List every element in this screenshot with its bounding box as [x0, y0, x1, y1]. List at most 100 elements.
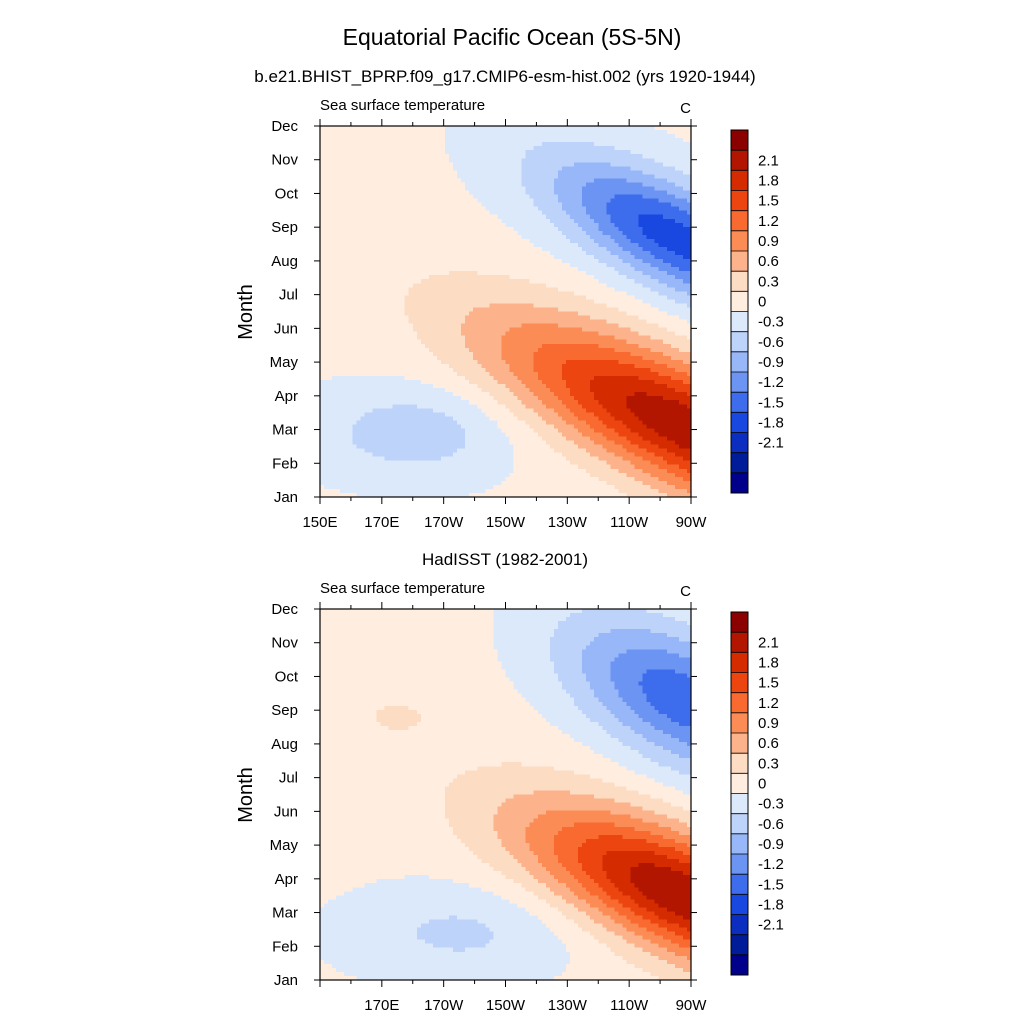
- heatmap-cell: [514, 396, 519, 401]
- heatmap-cell: [477, 400, 482, 405]
- heatmap-cell: [356, 489, 361, 494]
- heatmap-cell: [324, 412, 329, 417]
- heatmap-cell: [380, 130, 385, 135]
- heatmap-cell: [332, 247, 337, 252]
- heatmap-cell: [497, 174, 502, 179]
- heatmap-cell: [352, 259, 357, 264]
- heatmap-cell: [485, 400, 490, 405]
- heatmap-cell: [405, 182, 410, 187]
- heatmap-cell: [518, 477, 523, 482]
- heatmap-cell: [530, 279, 535, 284]
- heatmap-cell: [481, 299, 486, 304]
- heatmap-cell: [449, 473, 454, 478]
- heatmap-cell: [485, 461, 490, 466]
- heatmap-cell: [449, 291, 454, 296]
- heatmap-cell: [324, 437, 329, 442]
- heatmap-cell: [332, 312, 337, 317]
- heatmap-cell: [522, 473, 527, 478]
- heatmap-cell: [352, 142, 357, 147]
- heatmap-cell: [485, 291, 490, 296]
- heatmap-cell: [473, 223, 478, 228]
- heatmap-cell: [485, 287, 490, 292]
- heatmap-cell: [332, 428, 337, 433]
- heatmap-cell: [372, 404, 377, 409]
- heatmap-cell: [336, 445, 341, 450]
- heatmap-cell: [368, 263, 373, 268]
- heatmap-cell: [506, 424, 511, 429]
- heatmap-cell: [437, 235, 442, 240]
- heatmap-cell: [449, 271, 454, 276]
- heatmap-cell: [538, 130, 543, 135]
- heatmap-cell: [473, 247, 478, 252]
- heatmap-cell: [425, 203, 430, 208]
- heatmap-cell: [461, 195, 466, 200]
- heatmap-cell: [393, 336, 398, 341]
- heatmap-cell: [389, 251, 394, 256]
- heatmap-cell: [469, 251, 474, 256]
- heatmap-cell: [380, 404, 385, 409]
- heatmap-cell: [437, 485, 442, 490]
- heatmap-cell: [514, 227, 519, 232]
- heatmap-cell: [393, 283, 398, 288]
- heatmap-cell: [518, 489, 523, 494]
- heatmap-cell: [461, 251, 466, 256]
- heatmap-cell: [493, 408, 498, 413]
- heatmap-cell: [457, 259, 462, 264]
- heatmap-cell: [506, 178, 511, 183]
- heatmap-cell: [433, 243, 438, 248]
- heatmap-cell: [493, 271, 498, 276]
- heatmap-cell: [385, 473, 390, 478]
- heatmap-cell: [385, 376, 390, 381]
- heatmap-cell: [344, 481, 349, 486]
- heatmap-cell: [449, 396, 454, 401]
- heatmap-cell: [364, 207, 369, 212]
- heatmap-cell: [352, 340, 357, 345]
- heatmap-cell: [320, 182, 325, 187]
- heatmap-cell: [530, 428, 535, 433]
- heatmap-cell: [320, 263, 325, 268]
- heatmap-cell: [324, 130, 329, 135]
- heatmap-cell: [485, 150, 490, 155]
- heatmap-cell: [485, 392, 490, 397]
- heatmap-cell: [393, 380, 398, 385]
- heatmap-cell: [526, 384, 531, 389]
- heatmap-cell: [320, 211, 325, 216]
- heatmap-cell: [417, 275, 422, 280]
- heatmap-cell: [497, 344, 502, 349]
- heatmap-cell: [425, 477, 430, 482]
- heatmap-cell: [477, 324, 482, 329]
- heatmap-cell: [401, 307, 406, 312]
- heatmap-cell: [356, 170, 361, 175]
- heatmap-cell: [501, 457, 506, 462]
- heatmap-cell: [397, 481, 402, 486]
- heatmap-cell: [344, 332, 349, 337]
- heatmap-cell: [409, 126, 414, 131]
- heatmap-cell: [510, 166, 515, 171]
- heatmap-cell: [485, 432, 490, 437]
- heatmap-cell: [518, 170, 523, 175]
- heatmap-cell: [534, 340, 539, 345]
- heatmap-cell: [453, 384, 458, 389]
- heatmap-cell: [473, 316, 478, 321]
- heatmap-cell: [449, 348, 454, 353]
- heatmap-cell: [506, 215, 511, 220]
- heatmap-cell: [348, 287, 353, 292]
- heatmap-cell: [522, 364, 527, 369]
- heatmap-cell: [469, 275, 474, 280]
- heatmap-cell: [501, 146, 506, 151]
- heatmap-cell: [421, 211, 426, 216]
- heatmap-cell: [421, 203, 426, 208]
- heatmap-cell: [506, 247, 511, 252]
- heatmap-cell: [453, 445, 458, 450]
- heatmap-cell: [501, 388, 506, 393]
- heatmap-cell: [445, 356, 450, 361]
- heatmap-cell: [534, 150, 539, 155]
- heatmap-cell: [413, 255, 418, 260]
- heatmap-cell: [368, 368, 373, 373]
- heatmap-cell: [328, 356, 333, 361]
- heatmap-cell: [380, 380, 385, 385]
- heatmap-cell: [501, 356, 506, 361]
- heatmap-cell: [372, 247, 377, 252]
- heatmap-cell: [413, 227, 418, 232]
- heatmap-cell: [526, 178, 531, 183]
